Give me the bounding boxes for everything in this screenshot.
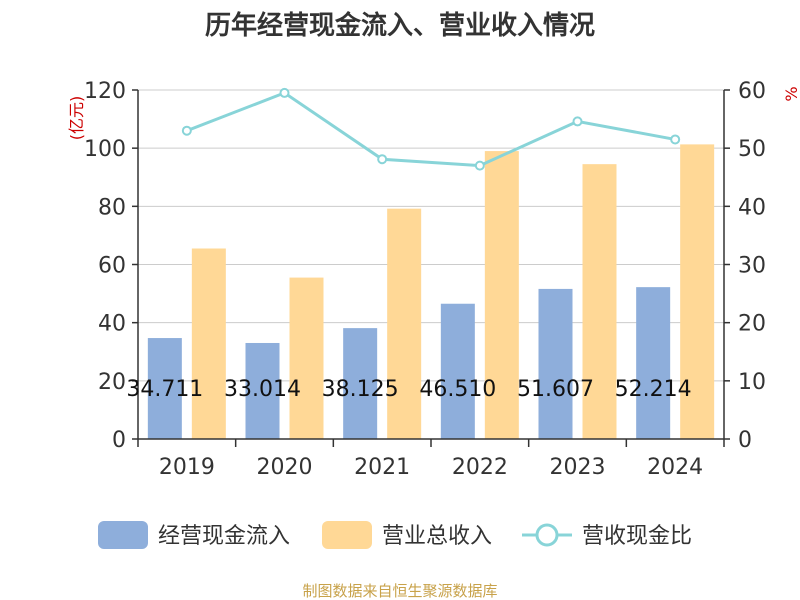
y-tick-label: 0 [112,428,126,453]
y-axis-label: (亿元) [67,96,86,141]
bar-total-revenue [191,248,226,439]
legend-label-total-revenue: 营业总收入 [382,524,492,549]
data-label: 46.510 [419,377,496,402]
y2-tick-label: 60 [738,79,766,104]
y-tick-label: 60 [98,254,126,279]
bar-total-revenue [484,151,519,439]
source-note: 制图数据来自恒生聚源数据库 [302,582,497,600]
bars [147,144,715,439]
y2-tick-label: 0 [738,428,752,453]
bar-total-revenue [582,164,617,439]
line-point [474,160,485,171]
grid [138,89,724,382]
bar-cash-inflow [343,328,378,439]
line-cash-revenue-ratio [186,91,676,168]
bar-cash-inflow [636,287,671,439]
y-tick-label: 100 [84,137,126,162]
y-tick-label: 80 [98,195,126,220]
bar-total-revenue [289,277,324,439]
data-label: 52.214 [615,377,692,402]
legend-swatch-ratio-marker [535,523,559,547]
x-tick-label: 2024 [647,455,703,480]
x-tick-label: 2020 [257,455,313,480]
data-labels: 34.711 33.014 38.125 46.510 51.607 52.214 [126,377,691,402]
y-tick-label: 40 [98,312,126,337]
bar-cash-inflow [440,303,475,439]
line-point [377,154,388,165]
legend-label-ratio: 营收现金比 [582,524,692,549]
bar-cash-inflow [147,338,182,439]
y2-tick-label: 20 [738,312,766,337]
line-series [181,87,681,171]
bar-cash-inflow [245,342,280,439]
y2-axis-label: % [782,86,800,101]
y2-tick-label: 40 [738,195,766,220]
y2-tick-label: 10 [738,370,766,395]
line-point [572,116,583,127]
legend-label-cash-inflow: 经营现金流入 [158,524,290,549]
data-label: 34.711 [126,377,203,402]
data-label: 38.125 [322,377,399,402]
bar-total-revenue [387,208,422,439]
x-tick-label: 2023 [550,455,606,480]
bar-total-revenue [680,144,715,439]
y2-tick-label: 50 [738,137,766,162]
line-point [670,134,681,145]
legend-swatch-cash-inflow [98,521,148,549]
x-tick-label: 2022 [452,455,508,480]
legend: 经营现金流入 营业总收入 营收现金比 [98,521,692,549]
y2-tick-label: 30 [738,254,766,279]
legend-swatch-total-revenue [322,521,372,549]
line-point [279,87,290,98]
x-tick-label: 2019 [159,455,215,480]
x-tick-label: 2021 [354,455,410,480]
y-tick-label: 20 [98,370,126,395]
data-label: 51.607 [517,377,594,402]
chart-title: 历年经营现金流入、营业收入情况 [205,10,595,41]
line-point [181,125,192,136]
axes: 0 20 40 60 80 100 120 0 10 20 30 40 50 60 2019 2020 2021… [84,79,766,480]
y-tick-label: 120 [84,79,126,104]
bar-cash-inflow [538,288,573,439]
data-label: 33.014 [224,377,301,402]
